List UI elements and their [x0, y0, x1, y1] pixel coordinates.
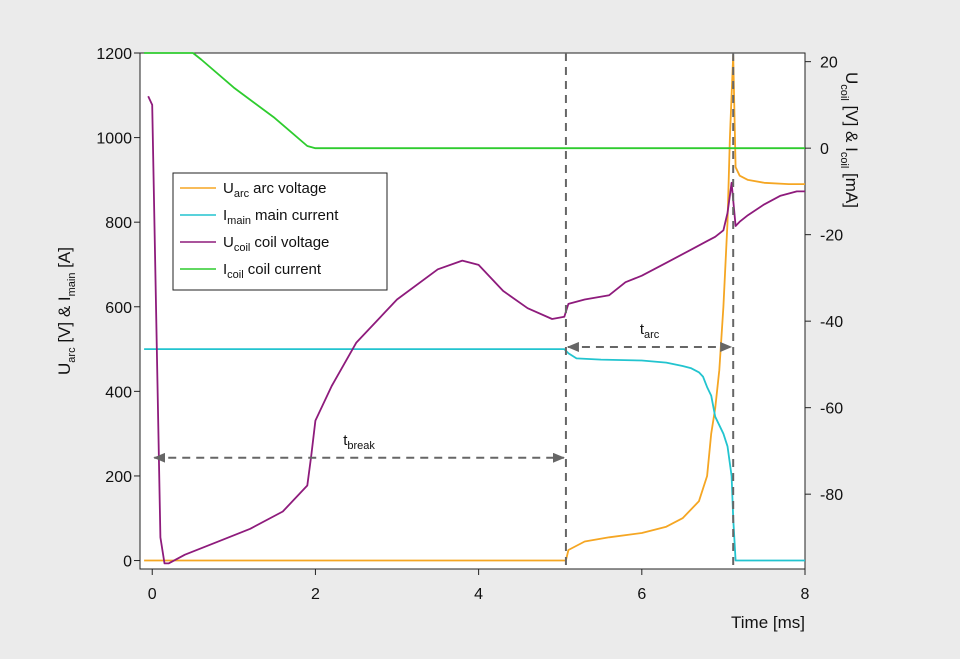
- x-tick-label: 2: [311, 586, 320, 603]
- y-axis-label-left: Uarc [V] & Imain [A]: [55, 247, 78, 375]
- x-tick-label: 6: [637, 586, 646, 603]
- y-axis-label-right: Ucoil [V] & Icoil [mA]: [838, 72, 861, 208]
- axis-layer: 0 2 4 6 8 0 200 400 600 800 1000 1200 -80 -60 -40 -20 0 2…: [96, 46, 843, 603]
- series-line-i-main-main-current: [144, 348, 805, 562]
- series-line-i-coil-coil-current: [144, 52, 805, 150]
- y-right-tick-label: 20: [820, 55, 838, 72]
- annotation-layer: tbreak tarc: [153, 321, 733, 463]
- x-tick-label: 0: [148, 586, 157, 603]
- annotation-label-arc: tarc: [640, 321, 660, 341]
- legend-box: [172, 172, 388, 291]
- legend-label-i-coil: Icoil coil current: [223, 261, 322, 281]
- plot-area: [139, 52, 806, 570]
- y-right-tick-label: -40: [820, 314, 843, 331]
- x-tick-label: 4: [474, 586, 483, 603]
- y-right-tick-label: -60: [820, 401, 843, 418]
- legend: Uarc arc voltage Imain main current Ucoil c…: [172, 172, 388, 291]
- legend-item-i-main: Imain main current: [180, 207, 339, 227]
- y-left-tick-label: 200: [105, 469, 132, 486]
- legend-item-u-coil: Ucoil coil voltage: [180, 234, 329, 254]
- vline-layer: [564, 53, 735, 569]
- legend-item-u-arc: Uarc arc voltage: [180, 180, 327, 200]
- series-layer: [144, 52, 805, 565]
- y-left-tick-label: 1000: [96, 131, 132, 148]
- y-left-tick-label: 600: [105, 300, 132, 317]
- y-left-tick-label: 0: [123, 554, 132, 571]
- y-right-tick-label: 0: [820, 141, 829, 158]
- y-right-tick-label: -80: [820, 487, 843, 504]
- y-left-tick-label: 1200: [96, 46, 132, 63]
- legend-label-u-arc: Uarc arc voltage: [223, 180, 327, 200]
- series-line-u-arc-arc-voltage: [144, 54, 805, 562]
- y-left-tick-label: 400: [105, 384, 132, 401]
- legend-item-i-coil: Icoil coil current: [180, 261, 322, 281]
- legend-label-u-coil: Ucoil coil voltage: [223, 234, 329, 254]
- x-axis-label: Time [ms]: [731, 613, 805, 632]
- legend-label-i-main: Imain main current: [223, 207, 339, 227]
- y-right-tick-label: -20: [820, 228, 843, 245]
- x-tick-label: 8: [801, 586, 810, 603]
- series-line-u-coil-coil-voltage: [147, 95, 805, 565]
- annotation-label-break: tbreak: [343, 432, 375, 452]
- y-left-tick-label: 800: [105, 215, 132, 232]
